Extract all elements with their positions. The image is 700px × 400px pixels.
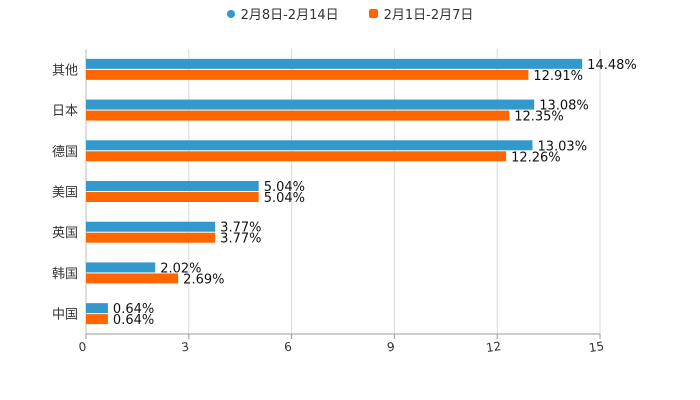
- bar-series-1-4: [86, 221, 216, 232]
- data-label-series-1-3: 5.04%: [264, 180, 305, 195]
- data-label-series-2-5: 2.69%: [183, 272, 224, 287]
- legend-swatch-series-2: [368, 9, 378, 18]
- bar-series-2-5: [86, 273, 179, 284]
- category-label-1: 日本: [52, 104, 78, 119]
- bar-series-2-6: [86, 314, 108, 325]
- category-label-6: 中国: [52, 308, 78, 323]
- data-label-series-2-1: 12.35%: [514, 110, 564, 125]
- category-label-5: 韩国: [52, 267, 78, 282]
- x-tick-label: 15: [588, 339, 605, 355]
- data-label-series-1-5: 2.02%: [160, 261, 201, 276]
- legend-label-series-1: 2月8日-2月14日: [240, 8, 339, 23]
- x-tick-label: 3: [180, 340, 190, 355]
- bar-series-2-1: [86, 110, 510, 121]
- category-label-4: 英国: [52, 226, 78, 241]
- x-tick-label: 9: [386, 340, 396, 355]
- bar-series-1-0: [86, 58, 583, 69]
- data-label-series-2-2: 12.26%: [511, 150, 561, 165]
- legend-swatch-series-1: [226, 9, 235, 18]
- bar-series-1-3: [86, 181, 259, 191]
- x-tick-label: 0: [78, 340, 88, 355]
- legend-item-series-2[interactable]: 2月1日-2月7日: [368, 4, 474, 23]
- legend-label-series-2: 2月1日-2月7日: [383, 8, 474, 23]
- data-label-series-1-1: 13.08%: [539, 99, 589, 114]
- category-label-2: 德国: [52, 145, 78, 160]
- x-tick-label: 12: [485, 339, 502, 355]
- data-label-series-2-4: 3.77%: [220, 232, 261, 247]
- bar-series-2-0: [86, 69, 529, 80]
- bar-series-2-3: [86, 192, 259, 202]
- data-label-series-2-0: 12.91%: [533, 69, 583, 84]
- data-label-series-1-6: 0.64%: [113, 302, 154, 317]
- bar-series-2-4: [86, 232, 216, 243]
- bar-series-1-1: [86, 99, 535, 110]
- bar-series-1-5: [86, 262, 156, 273]
- category-label-3: 美国: [52, 186, 78, 201]
- data-label-series-1-2: 13.03%: [537, 139, 587, 154]
- legend-item-series-1[interactable]: 2月8日-2月14日: [226, 4, 339, 23]
- category-label-0: 其他: [52, 63, 78, 78]
- bar-series-1-2: [86, 140, 533, 151]
- bar-series-2-2: [86, 151, 507, 162]
- data-label-series-1-0: 14.48%: [587, 58, 637, 73]
- data-label-series-2-3: 5.04%: [264, 191, 305, 206]
- data-label-series-2-6: 0.64%: [113, 313, 154, 328]
- legend: 2月8日-2月14日 2月1日-2月7日: [0, 4, 700, 23]
- x-tick-label: 6: [283, 340, 293, 355]
- bar-series-1-6: [86, 303, 108, 314]
- data-label-series-1-4: 3.77%: [220, 221, 261, 236]
